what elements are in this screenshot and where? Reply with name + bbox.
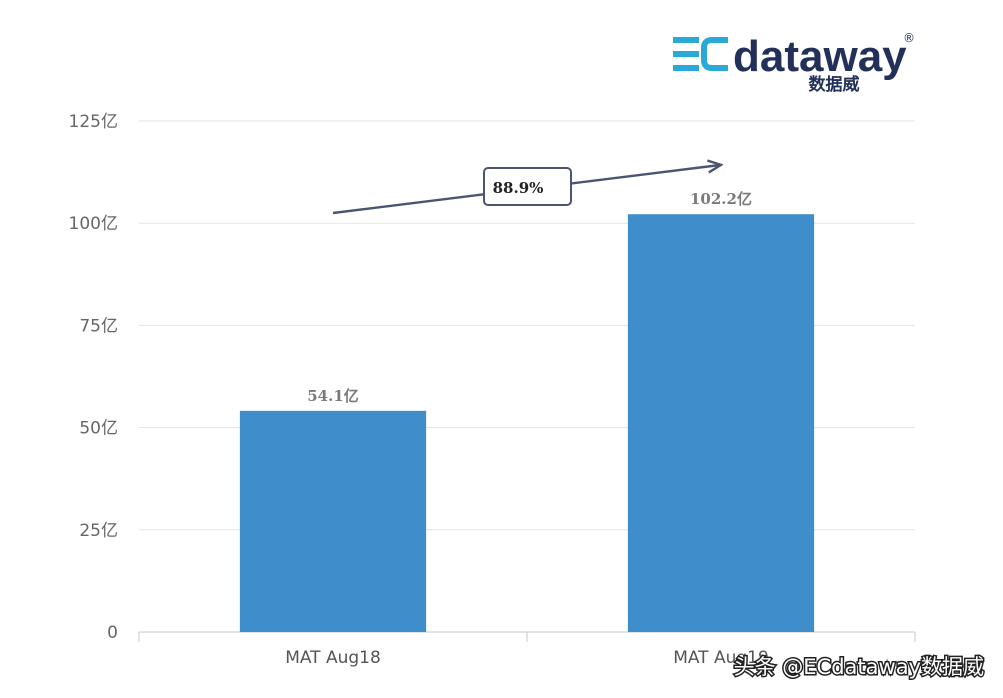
y-axis-tick-labels: 0 25亿 50亿 75亿 100亿 125亿 — [69, 112, 118, 643]
y-tick-label-3: 75亿 — [79, 316, 118, 336]
growth-box — [483, 167, 572, 206]
y-tick-label-5: 125亿 — [69, 112, 118, 132]
logo-chinese-name: 数据威 — [809, 74, 860, 95]
y-tick-label-4: 100亿 — [69, 214, 118, 234]
bar-data-label-0: 54.1亿 — [307, 387, 359, 405]
logo-wordmark: dataway — [733, 32, 907, 81]
logo-e-mark — [673, 37, 699, 71]
logo-registered-mark: ® — [903, 31, 915, 45]
logo-c-mark — [701, 37, 728, 71]
brand-logo: dataway 数据威 ® — [673, 31, 915, 95]
growth-annotation: 88.9% — [332, 165, 720, 215]
y-tick-label-1: 25亿 — [79, 521, 118, 541]
bar-data-label-1: 102.2亿 — [690, 190, 752, 208]
y-tick-label-0: 0 — [107, 623, 118, 643]
x-axis-category-labels: MAT Aug18 MAT Aug19 — [285, 648, 769, 668]
y-tick-label-2: 50亿 — [79, 419, 118, 439]
bar-0 — [239, 410, 427, 632]
growth-rate-label: 88.9% — [493, 179, 544, 197]
watermark-text: 头条 @ECdataway数据威 — [734, 655, 984, 679]
x-category-label-0: MAT Aug18 — [285, 648, 381, 668]
bar-1 — [627, 214, 815, 632]
x-category-label-1: MAT Aug19 — [673, 648, 769, 668]
bar-series: 54.1亿 102.2亿 — [239, 190, 815, 632]
